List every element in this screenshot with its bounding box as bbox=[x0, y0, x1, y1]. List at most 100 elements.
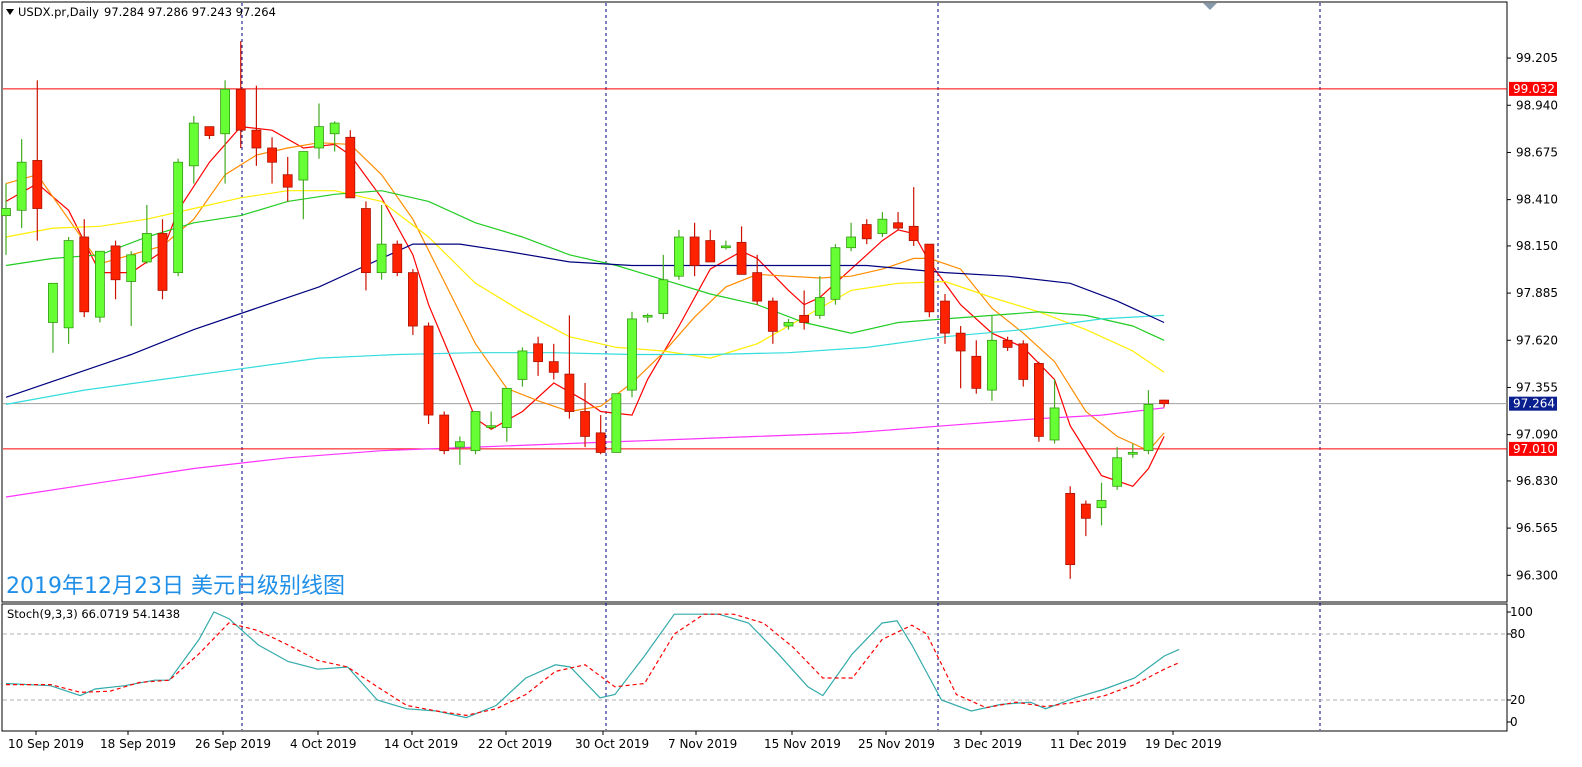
candle-body bbox=[79, 236, 90, 313]
candle[interactable] bbox=[1127, 443, 1138, 458]
candle-body bbox=[1080, 503, 1091, 519]
candle[interactable] bbox=[298, 151, 309, 220]
candle[interactable] bbox=[79, 219, 90, 318]
candle[interactable] bbox=[454, 436, 465, 465]
candle[interactable] bbox=[1080, 500, 1091, 537]
candle[interactable] bbox=[517, 347, 528, 387]
candle[interactable] bbox=[188, 115, 199, 184]
candle[interactable] bbox=[48, 282, 58, 353]
candle[interactable] bbox=[705, 229, 716, 263]
candle[interactable] bbox=[1112, 447, 1123, 490]
candle[interactable] bbox=[564, 315, 575, 419]
candle[interactable] bbox=[658, 254, 669, 319]
candle[interactable] bbox=[830, 244, 841, 305]
price-tag-label: 97.010 bbox=[1513, 442, 1555, 456]
candle[interactable] bbox=[971, 340, 982, 394]
candle[interactable] bbox=[110, 240, 121, 300]
candle-body bbox=[924, 243, 935, 313]
candle[interactable] bbox=[627, 311, 637, 398]
candle-body bbox=[501, 387, 512, 428]
candle[interactable] bbox=[376, 204, 387, 280]
candle-body bbox=[329, 122, 340, 135]
date-tick-label: 15 Nov 2019 bbox=[764, 737, 841, 751]
candle[interactable] bbox=[861, 219, 872, 245]
candle[interactable] bbox=[877, 212, 888, 238]
candle[interactable] bbox=[329, 121, 340, 152]
candle[interactable] bbox=[314, 103, 324, 159]
date-tick-label: 18 Sep 2019 bbox=[100, 737, 176, 751]
candle[interactable] bbox=[783, 318, 794, 330]
candle[interactable] bbox=[251, 85, 262, 166]
candle[interactable] bbox=[423, 322, 434, 424]
candle[interactable] bbox=[940, 293, 950, 344]
candle[interactable] bbox=[1034, 361, 1044, 442]
candle-body bbox=[282, 174, 293, 188]
price-tick-label: 98.410 bbox=[1516, 193, 1558, 207]
candle[interactable] bbox=[595, 415, 606, 455]
candle[interactable] bbox=[767, 297, 778, 344]
candle[interactable] bbox=[548, 343, 559, 380]
candle[interactable] bbox=[689, 222, 700, 277]
candle[interactable] bbox=[924, 243, 935, 318]
candle-body bbox=[267, 147, 277, 163]
date-tick-label: 7 Nov 2019 bbox=[668, 737, 737, 751]
candle[interactable] bbox=[908, 187, 919, 246]
candle[interactable] bbox=[642, 313, 653, 323]
candle[interactable] bbox=[1143, 390, 1154, 455]
candle[interactable] bbox=[204, 126, 215, 140]
candle[interactable] bbox=[63, 237, 74, 344]
candle[interactable] bbox=[157, 219, 168, 300]
candle-body bbox=[376, 243, 387, 274]
candle[interactable] bbox=[407, 269, 418, 335]
candle[interactable] bbox=[126, 251, 137, 327]
candle-body bbox=[517, 350, 528, 380]
candle[interactable] bbox=[674, 229, 684, 280]
candle-body bbox=[454, 441, 465, 448]
candle-body bbox=[95, 250, 105, 318]
candle[interactable] bbox=[1096, 482, 1107, 526]
candle[interactable] bbox=[1049, 379, 1060, 444]
candle-body bbox=[893, 222, 903, 229]
candle[interactable] bbox=[470, 411, 481, 455]
candle[interactable] bbox=[16, 139, 27, 229]
candle[interactable] bbox=[721, 240, 731, 250]
candle[interactable] bbox=[987, 315, 997, 401]
candle[interactable] bbox=[1002, 336, 1013, 351]
candle[interactable] bbox=[752, 254, 763, 305]
candle[interactable] bbox=[173, 158, 184, 277]
candle[interactable] bbox=[439, 411, 450, 455]
candle[interactable] bbox=[392, 240, 403, 277]
stoch-panel-frame bbox=[1, 603, 1508, 732]
candle[interactable] bbox=[893, 212, 903, 230]
candle[interactable] bbox=[32, 80, 43, 241]
candle[interactable] bbox=[611, 393, 622, 453]
candle[interactable] bbox=[580, 383, 590, 448]
chart-shift-icon[interactable] bbox=[1203, 3, 1217, 10]
candle[interactable] bbox=[345, 130, 356, 199]
candle[interactable] bbox=[95, 250, 105, 323]
candle[interactable] bbox=[141, 204, 152, 264]
candle[interactable] bbox=[846, 222, 856, 252]
price-tick-label: 96.830 bbox=[1516, 474, 1558, 488]
date-axis: 10 Sep 2019 18 Sep 2019 26 Sep 2019 4 Oct 2… bbox=[8, 731, 1222, 751]
candle[interactable] bbox=[533, 336, 543, 376]
candle[interactable] bbox=[955, 326, 966, 389]
candle[interactable] bbox=[235, 41, 246, 148]
menu-triangle-icon[interactable] bbox=[6, 9, 14, 15]
candle-body bbox=[658, 279, 669, 314]
candle[interactable] bbox=[1159, 399, 1169, 408]
candle[interactable] bbox=[814, 276, 825, 319]
candle[interactable] bbox=[501, 387, 512, 442]
candle[interactable] bbox=[1, 183, 11, 255]
candle[interactable] bbox=[267, 137, 277, 184]
candle[interactable] bbox=[282, 156, 293, 202]
candle[interactable] bbox=[1065, 486, 1076, 579]
candle-body bbox=[251, 129, 262, 149]
candle[interactable] bbox=[736, 226, 747, 275]
candle[interactable] bbox=[486, 411, 497, 430]
candle[interactable] bbox=[361, 201, 371, 291]
candle[interactable] bbox=[1018, 340, 1029, 387]
candle[interactable] bbox=[220, 80, 231, 184]
candle[interactable] bbox=[799, 290, 810, 330]
